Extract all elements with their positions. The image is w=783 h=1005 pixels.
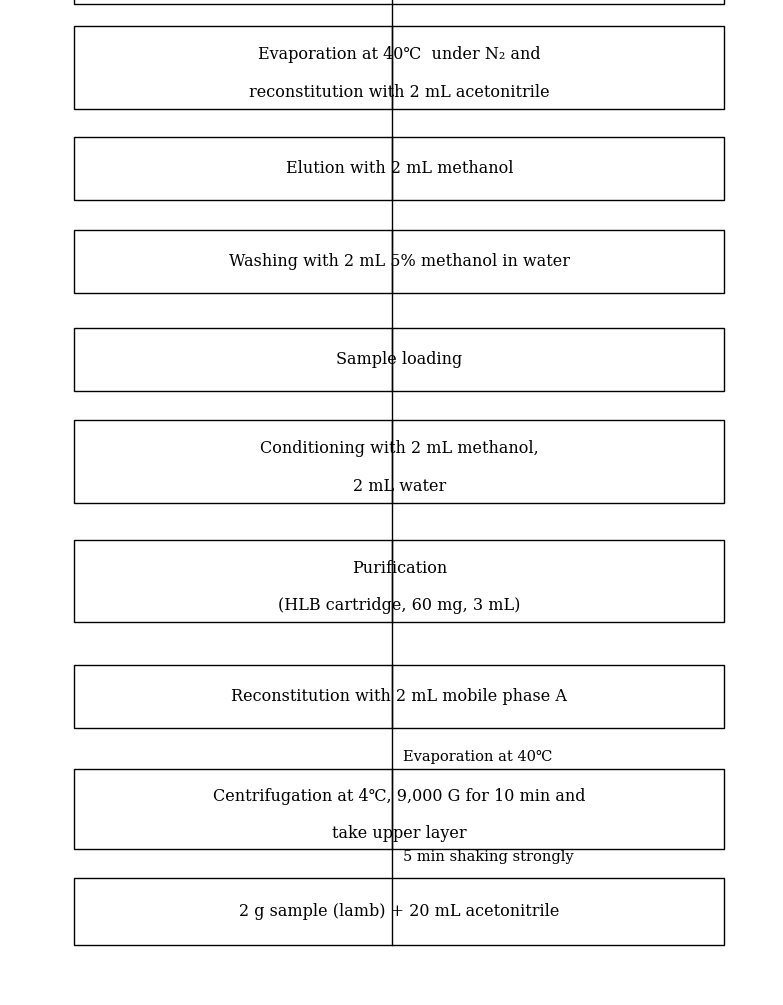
Text: 5 min shaking strongly: 5 min shaking strongly (403, 850, 574, 863)
Text: 2 mL water: 2 mL water (352, 477, 446, 494)
Bar (74, 665, 724, 728)
Text: Washing with 2 mL 5% methanol in water: Washing with 2 mL 5% methanol in water (229, 253, 570, 269)
Bar (74, 540, 724, 622)
Text: Centrifugation at 4℃, 9,000 G for 10 min and: Centrifugation at 4℃, 9,000 G for 10 min… (213, 789, 586, 805)
Bar (74, 137, 724, 201)
Text: reconstitution with 2 mL acetonitrile: reconstitution with 2 mL acetonitrile (249, 83, 550, 100)
Bar (74, 229, 724, 293)
Bar (74, 328, 724, 392)
Bar (74, 26, 724, 109)
Text: Elution with 2 mL methanol: Elution with 2 mL methanol (286, 161, 513, 177)
Text: Evaporation at 40℃: Evaporation at 40℃ (403, 750, 553, 764)
Bar (74, 420, 724, 502)
Text: 2 g sample (lamb) + 20 mL acetonitrile: 2 g sample (lamb) + 20 mL acetonitrile (239, 903, 560, 920)
Bar (74, 769, 724, 849)
Text: take upper layer: take upper layer (332, 825, 467, 841)
Bar (74, 0, 724, 3)
Text: Reconstitution with 2 mL mobile phase A: Reconstitution with 2 mL mobile phase A (232, 688, 567, 705)
Text: (HLB cartridge, 60 mg, 3 mL): (HLB cartridge, 60 mg, 3 mL) (278, 597, 521, 614)
Text: Evaporation at 40℃  under N₂ and: Evaporation at 40℃ under N₂ and (258, 46, 540, 63)
Bar (74, 878, 724, 945)
Text: Sample loading: Sample loading (336, 352, 463, 368)
Text: Conditioning with 2 mL methanol,: Conditioning with 2 mL methanol, (260, 440, 539, 457)
Text: Purification: Purification (352, 560, 447, 577)
